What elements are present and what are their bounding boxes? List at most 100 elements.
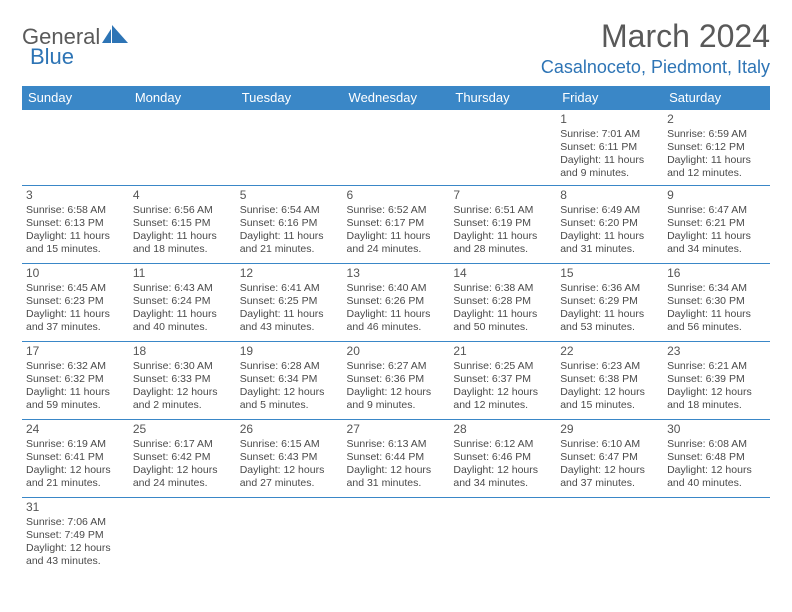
calendar-header-row: SundayMondayTuesdayWednesdayThursdayFrid…: [22, 86, 770, 110]
brand-mark-icon: [102, 25, 130, 50]
daylight-line: Daylight: 11 hours and 50 minutes.: [453, 308, 552, 334]
calendar-day-cell: 17Sunrise: 6:32 AMSunset: 6:32 PMDayligh…: [22, 341, 129, 419]
sunset-line: Sunset: 6:47 PM: [560, 451, 659, 464]
sunrise-line: Sunrise: 6:51 AM: [453, 204, 552, 217]
sunset-line: Sunset: 6:20 PM: [560, 217, 659, 230]
sunrise-line: Sunrise: 6:19 AM: [26, 438, 125, 451]
sunset-line: Sunset: 6:37 PM: [453, 373, 552, 386]
sunrise-line: Sunrise: 6:40 AM: [347, 282, 446, 295]
calendar-day-cell: 28Sunrise: 6:12 AMSunset: 6:46 PMDayligh…: [449, 419, 556, 497]
daylight-line: Daylight: 12 hours and 2 minutes.: [133, 386, 232, 412]
calendar-day-cell: [343, 497, 450, 575]
month-title: March 2024: [541, 18, 770, 55]
sunrise-line: Sunrise: 7:01 AM: [560, 128, 659, 141]
sunset-line: Sunset: 6:34 PM: [240, 373, 339, 386]
daylight-line: Daylight: 11 hours and 40 minutes.: [133, 308, 232, 334]
calendar-day-cell: 4Sunrise: 6:56 AMSunset: 6:15 PMDaylight…: [129, 185, 236, 263]
daylight-line: Daylight: 11 hours and 56 minutes.: [667, 308, 766, 334]
weekday-header: Friday: [556, 86, 663, 110]
calendar-day-cell: 21Sunrise: 6:25 AMSunset: 6:37 PMDayligh…: [449, 341, 556, 419]
daylight-line: Daylight: 11 hours and 21 minutes.: [240, 230, 339, 256]
calendar-day-cell: 1Sunrise: 7:01 AMSunset: 6:11 PMDaylight…: [556, 110, 663, 185]
brand-part2: Blue: [30, 44, 74, 69]
weekday-header: Wednesday: [343, 86, 450, 110]
sunrise-line: Sunrise: 6:36 AM: [560, 282, 659, 295]
day-number: 13: [347, 266, 446, 281]
sunrise-line: Sunrise: 6:43 AM: [133, 282, 232, 295]
sunset-line: Sunset: 6:17 PM: [347, 217, 446, 230]
daylight-line: Daylight: 11 hours and 46 minutes.: [347, 308, 446, 334]
day-number: 28: [453, 422, 552, 437]
calendar-week-row: 31Sunrise: 7:06 AMSunset: 7:49 PMDayligh…: [22, 497, 770, 575]
sunrise-line: Sunrise: 6:30 AM: [133, 360, 232, 373]
sunset-line: Sunset: 7:49 PM: [26, 529, 125, 542]
sunrise-line: Sunrise: 6:47 AM: [667, 204, 766, 217]
weekday-header: Tuesday: [236, 86, 343, 110]
day-number: 31: [26, 500, 125, 515]
day-number: 22: [560, 344, 659, 359]
calendar-week-row: 24Sunrise: 6:19 AMSunset: 6:41 PMDayligh…: [22, 419, 770, 497]
sunset-line: Sunset: 6:41 PM: [26, 451, 125, 464]
day-number: 4: [133, 188, 232, 203]
day-number: 14: [453, 266, 552, 281]
calendar-day-cell: [663, 497, 770, 575]
sunset-line: Sunset: 6:15 PM: [133, 217, 232, 230]
sunrise-line: Sunrise: 6:13 AM: [347, 438, 446, 451]
daylight-line: Daylight: 12 hours and 40 minutes.: [667, 464, 766, 490]
day-number: 17: [26, 344, 125, 359]
calendar-day-cell: [236, 110, 343, 185]
sunrise-line: Sunrise: 6:27 AM: [347, 360, 446, 373]
daylight-line: Daylight: 12 hours and 31 minutes.: [347, 464, 446, 490]
day-number: 19: [240, 344, 339, 359]
weekday-header: Saturday: [663, 86, 770, 110]
calendar-day-cell: 10Sunrise: 6:45 AMSunset: 6:23 PMDayligh…: [22, 263, 129, 341]
day-number: 27: [347, 422, 446, 437]
daylight-line: Daylight: 11 hours and 43 minutes.: [240, 308, 339, 334]
day-number: 1: [560, 112, 659, 127]
daylight-line: Daylight: 11 hours and 37 minutes.: [26, 308, 125, 334]
calendar-day-cell: 29Sunrise: 6:10 AMSunset: 6:47 PMDayligh…: [556, 419, 663, 497]
calendar-week-row: 17Sunrise: 6:32 AMSunset: 6:32 PMDayligh…: [22, 341, 770, 419]
sunset-line: Sunset: 6:46 PM: [453, 451, 552, 464]
calendar-day-cell: 14Sunrise: 6:38 AMSunset: 6:28 PMDayligh…: [449, 263, 556, 341]
calendar-day-cell: [129, 110, 236, 185]
sunrise-line: Sunrise: 6:45 AM: [26, 282, 125, 295]
sunset-line: Sunset: 6:38 PM: [560, 373, 659, 386]
sunrise-line: Sunrise: 6:32 AM: [26, 360, 125, 373]
sunset-line: Sunset: 6:26 PM: [347, 295, 446, 308]
sunset-line: Sunset: 6:30 PM: [667, 295, 766, 308]
calendar-table: SundayMondayTuesdayWednesdayThursdayFrid…: [22, 86, 770, 575]
sunset-line: Sunset: 6:44 PM: [347, 451, 446, 464]
sunrise-line: Sunrise: 6:52 AM: [347, 204, 446, 217]
calendar-day-cell: [449, 110, 556, 185]
title-block: March 2024 Casalnoceto, Piedmont, Italy: [541, 18, 770, 78]
sunrise-line: Sunrise: 6:23 AM: [560, 360, 659, 373]
sunset-line: Sunset: 6:24 PM: [133, 295, 232, 308]
weekday-header: Monday: [129, 86, 236, 110]
daylight-line: Daylight: 11 hours and 18 minutes.: [133, 230, 232, 256]
calendar-day-cell: 5Sunrise: 6:54 AMSunset: 6:16 PMDaylight…: [236, 185, 343, 263]
sunset-line: Sunset: 6:29 PM: [560, 295, 659, 308]
calendar-body: 1Sunrise: 7:01 AMSunset: 6:11 PMDaylight…: [22, 110, 770, 575]
sunset-line: Sunset: 6:13 PM: [26, 217, 125, 230]
sunrise-line: Sunrise: 6:58 AM: [26, 204, 125, 217]
sunrise-line: Sunrise: 6:54 AM: [240, 204, 339, 217]
calendar-day-cell: [236, 497, 343, 575]
calendar-week-row: 3Sunrise: 6:58 AMSunset: 6:13 PMDaylight…: [22, 185, 770, 263]
sunrise-line: Sunrise: 6:08 AM: [667, 438, 766, 451]
daylight-line: Daylight: 12 hours and 21 minutes.: [26, 464, 125, 490]
calendar-day-cell: 11Sunrise: 6:43 AMSunset: 6:24 PMDayligh…: [129, 263, 236, 341]
sunset-line: Sunset: 6:23 PM: [26, 295, 125, 308]
daylight-line: Daylight: 11 hours and 59 minutes.: [26, 386, 125, 412]
calendar-day-cell: 8Sunrise: 6:49 AMSunset: 6:20 PMDaylight…: [556, 185, 663, 263]
sunset-line: Sunset: 6:48 PM: [667, 451, 766, 464]
daylight-line: Daylight: 12 hours and 34 minutes.: [453, 464, 552, 490]
daylight-line: Daylight: 11 hours and 9 minutes.: [560, 154, 659, 180]
sunrise-line: Sunrise: 6:41 AM: [240, 282, 339, 295]
day-number: 21: [453, 344, 552, 359]
sunrise-line: Sunrise: 6:49 AM: [560, 204, 659, 217]
sunset-line: Sunset: 6:32 PM: [26, 373, 125, 386]
calendar-day-cell: 18Sunrise: 6:30 AMSunset: 6:33 PMDayligh…: [129, 341, 236, 419]
calendar-day-cell: 25Sunrise: 6:17 AMSunset: 6:42 PMDayligh…: [129, 419, 236, 497]
daylight-line: Daylight: 12 hours and 18 minutes.: [667, 386, 766, 412]
